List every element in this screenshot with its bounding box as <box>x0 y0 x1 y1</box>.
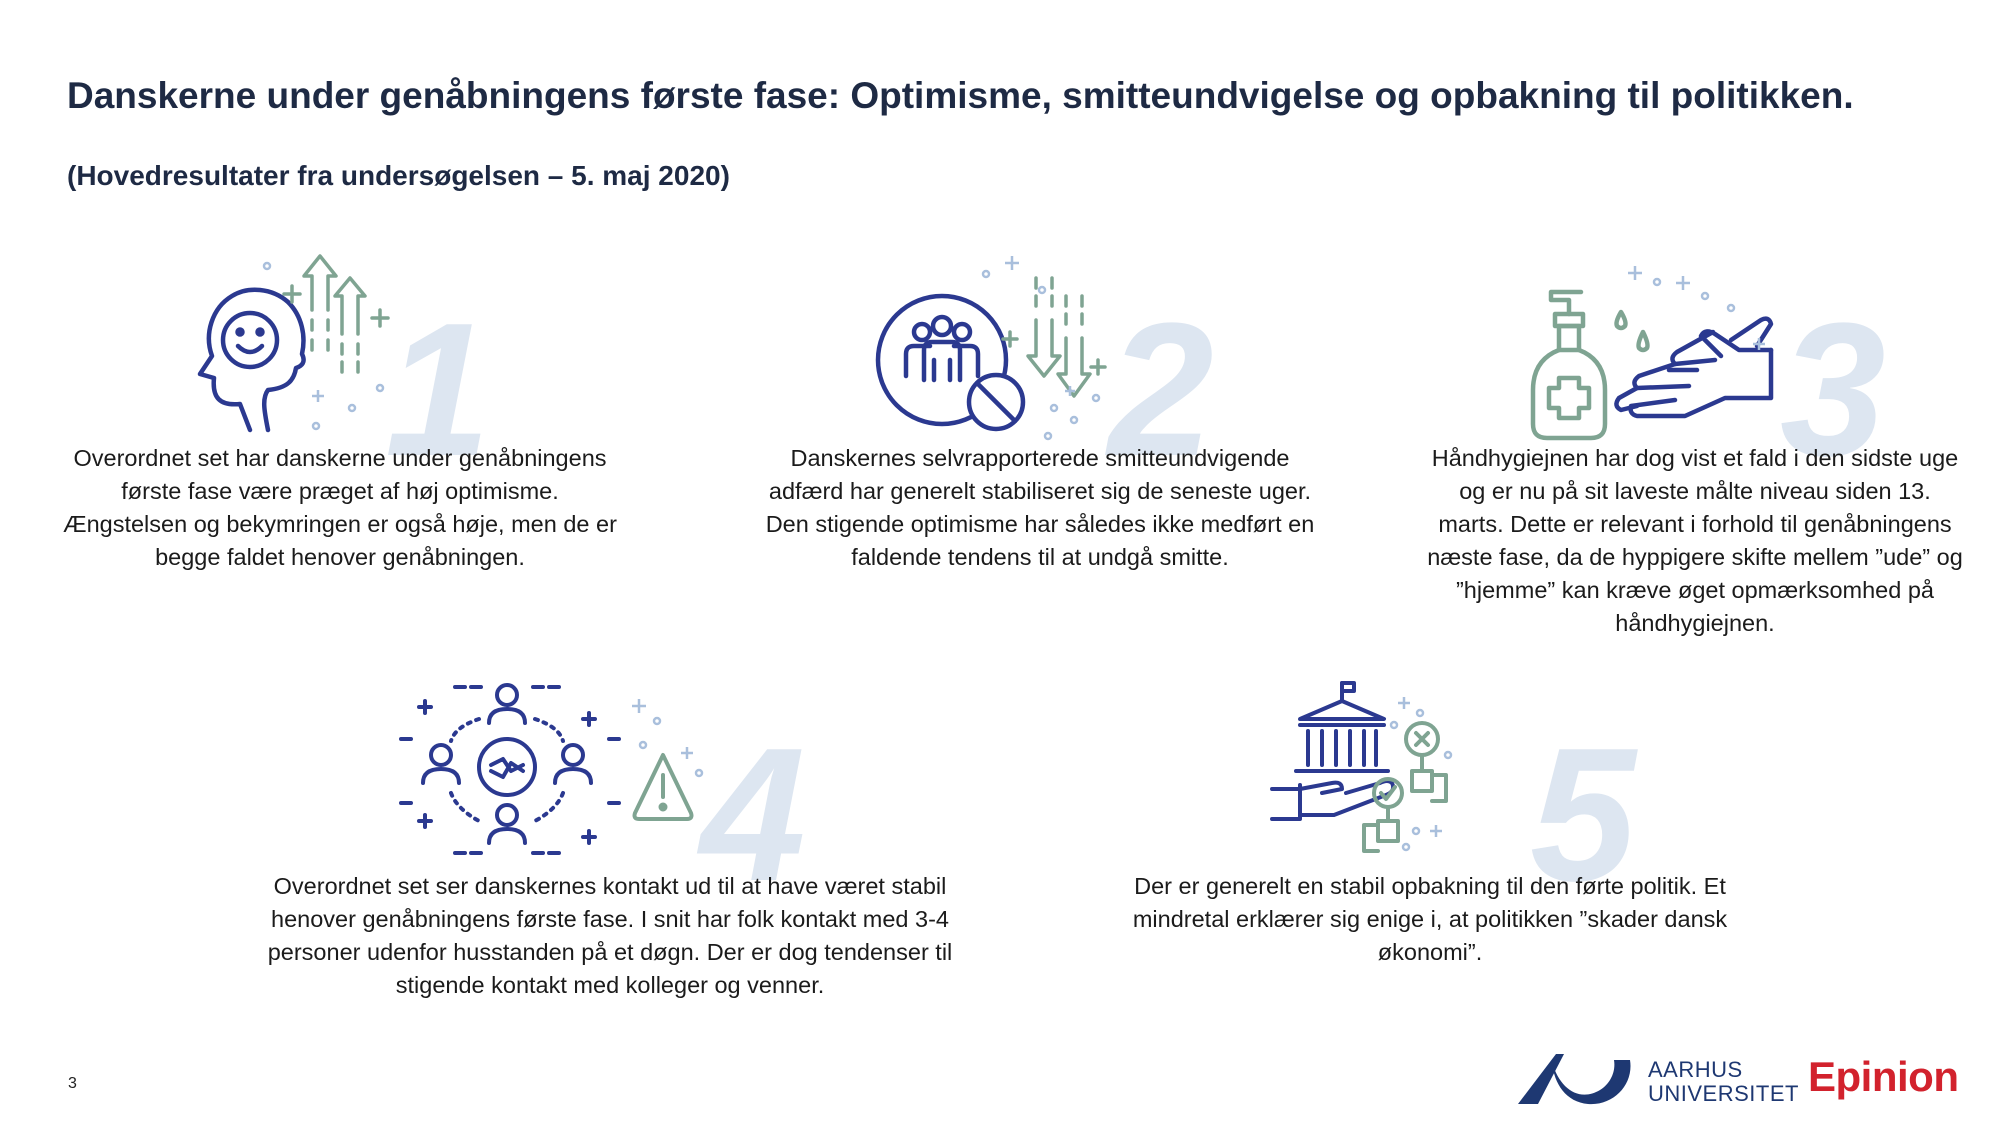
finding-number-3: 3 <box>1780 284 1886 496</box>
social-contact-warning-icon <box>399 683 704 855</box>
government-support-vote-icon <box>1270 681 1453 853</box>
finding-number-5: 5 <box>1530 709 1636 921</box>
finding-card-3: 3 Håndhygiejnen har do <box>1425 240 1965 650</box>
finding-text-5: Der er generelt en stabil opbakning til … <box>1132 873 1728 965</box>
finding-card-1: 1 Overordnet set har danskerne under gen… <box>60 240 620 610</box>
finding-card-4: 4 <box>230 670 990 1010</box>
finding-text-4: Overordnet set ser danskernes kontakt ud… <box>267 873 953 998</box>
university-line-1: AARHUS <box>1648 1057 1743 1082</box>
page-subtitle: (Hovedresultater fra undersøgelsen – 5. … <box>67 160 730 191</box>
aarhus-university-logo <box>1518 1054 1631 1105</box>
finding-number-4: 4 <box>700 709 806 921</box>
finding-text-1: Overordnet set har danskerne under genåb… <box>63 445 617 570</box>
page-number: 3 <box>68 1075 77 1092</box>
page-title: Danskerne under genåbningens første fase… <box>67 75 1854 116</box>
finding-text-3: Håndhygiejnen har dog vist et fald i den… <box>1427 445 1963 636</box>
finding-card-5: 5 <box>1120 670 1740 970</box>
finding-number-2: 2 <box>1108 284 1214 496</box>
hand-sanitizer-icon <box>1530 266 1774 441</box>
university-line-2: UNIVERSITET <box>1648 1081 1799 1106</box>
head-smile-arrows-up-icon <box>197 254 390 433</box>
group-no-entry-arrows-down-icon <box>875 256 1107 441</box>
finding-text-2: Danskernes selvrapporterede smitteundvig… <box>765 445 1315 570</box>
epinion-logo: Epinion <box>1808 1053 1959 1100</box>
finding-number-1: 1 <box>385 284 491 496</box>
aarhus-university-wordmark: AARHUS UNIVERSITET <box>1648 1058 1799 1106</box>
finding-card-2: 2 <box>760 240 1320 610</box>
